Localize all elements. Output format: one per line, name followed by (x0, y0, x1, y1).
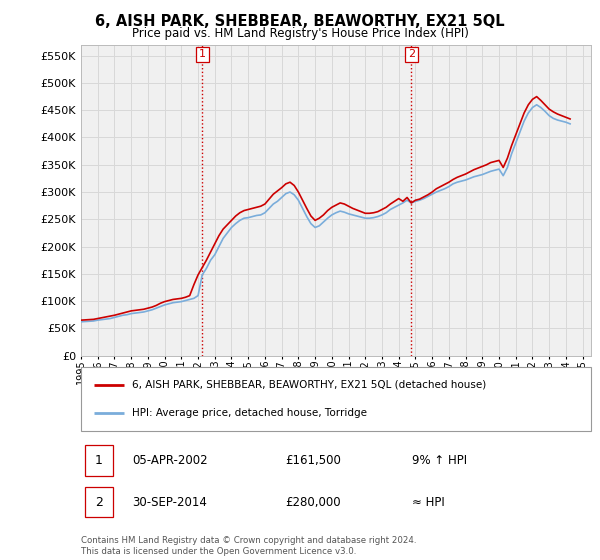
Text: 9% ↑ HPI: 9% ↑ HPI (413, 454, 467, 467)
FancyBboxPatch shape (85, 487, 113, 517)
Text: £161,500: £161,500 (285, 454, 341, 467)
Text: 1: 1 (95, 454, 103, 467)
Text: £280,000: £280,000 (285, 496, 341, 508)
Text: Contains HM Land Registry data © Crown copyright and database right 2024.
This d: Contains HM Land Registry data © Crown c… (81, 536, 416, 556)
Text: 30-SEP-2014: 30-SEP-2014 (132, 496, 207, 508)
Text: 1: 1 (199, 49, 206, 59)
Text: HPI: Average price, detached house, Torridge: HPI: Average price, detached house, Torr… (132, 408, 367, 418)
FancyBboxPatch shape (85, 445, 113, 475)
Text: 05-APR-2002: 05-APR-2002 (132, 454, 208, 467)
Text: ≈ HPI: ≈ HPI (413, 496, 445, 508)
Text: 2: 2 (95, 496, 103, 508)
Text: 6, AISH PARK, SHEBBEAR, BEAWORTHY, EX21 5QL: 6, AISH PARK, SHEBBEAR, BEAWORTHY, EX21 … (95, 14, 505, 29)
Text: 6, AISH PARK, SHEBBEAR, BEAWORTHY, EX21 5QL (detached house): 6, AISH PARK, SHEBBEAR, BEAWORTHY, EX21 … (132, 380, 486, 390)
FancyBboxPatch shape (81, 367, 591, 431)
Text: 2: 2 (407, 49, 415, 59)
Text: Price paid vs. HM Land Registry's House Price Index (HPI): Price paid vs. HM Land Registry's House … (131, 27, 469, 40)
